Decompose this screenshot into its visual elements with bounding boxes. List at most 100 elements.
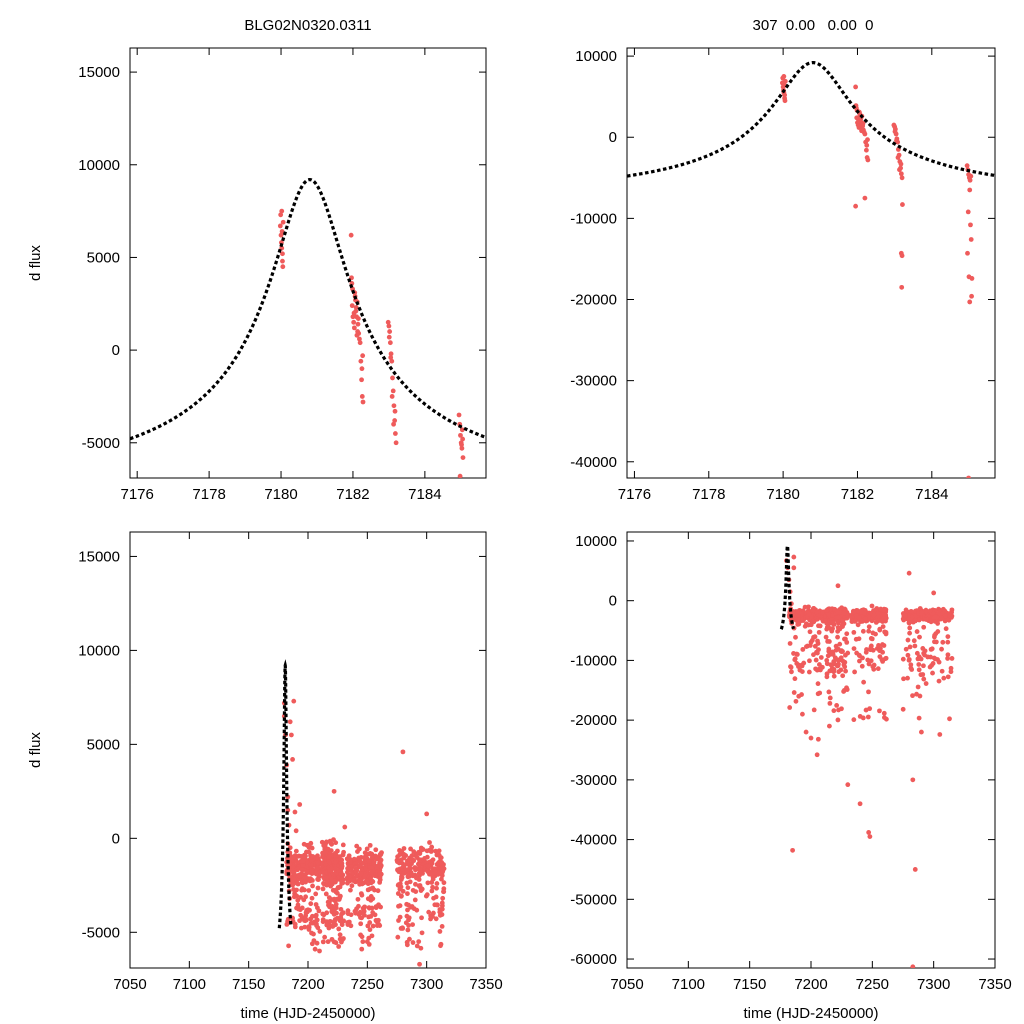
data-point (436, 852, 442, 858)
data-point (374, 864, 380, 870)
data-point (410, 940, 416, 945)
data-point (866, 689, 871, 695)
data-point (816, 666, 822, 672)
data-point (394, 857, 400, 863)
data-point (339, 939, 344, 945)
data-point (357, 881, 363, 887)
data-point (796, 664, 801, 669)
data-point (424, 848, 430, 854)
data-point (851, 646, 857, 652)
data-point (324, 919, 330, 925)
data-point (424, 892, 430, 898)
data-point (945, 674, 951, 680)
data-point (302, 924, 308, 930)
data-point (305, 907, 311, 913)
x-tick-label: 7176 (618, 486, 651, 503)
data-point (967, 177, 973, 183)
data-point (308, 876, 314, 882)
data-point (317, 929, 323, 934)
data-point (404, 942, 410, 948)
data-point (853, 84, 859, 90)
data-point (277, 223, 283, 229)
data-point (356, 903, 361, 909)
data-point (320, 939, 326, 945)
data-point (337, 932, 343, 938)
data-point (837, 641, 843, 647)
data-point (294, 887, 299, 893)
data-point (937, 732, 943, 737)
data-point (862, 616, 868, 622)
data-point (804, 644, 809, 649)
data-point (314, 940, 320, 946)
data-point (807, 629, 813, 635)
data-point (364, 878, 369, 883)
data-point (914, 691, 919, 697)
data-point (413, 853, 419, 859)
data-point (326, 925, 332, 931)
data-point (360, 353, 366, 359)
data-point (918, 656, 924, 662)
data-point (859, 663, 865, 669)
data-point (309, 845, 315, 851)
data-point (358, 915, 363, 920)
data-point (826, 648, 832, 654)
data-point (367, 842, 373, 848)
data-point (831, 673, 837, 679)
data-point (331, 788, 337, 794)
data-point (811, 619, 817, 625)
data-point (840, 658, 846, 664)
data-point (815, 736, 821, 742)
data-point (378, 904, 383, 910)
data-point (807, 658, 812, 664)
data-point (428, 849, 434, 854)
data-point (875, 666, 881, 672)
data-point (338, 860, 344, 866)
data-point (300, 862, 306, 868)
x-tick-label: 7184 (915, 486, 948, 503)
data-point (907, 630, 913, 636)
data-point (799, 663, 805, 669)
data-point (294, 893, 300, 899)
data-point (827, 700, 833, 706)
data-point (357, 340, 363, 346)
data-point (373, 847, 379, 853)
data-point (460, 455, 466, 461)
data-point (337, 893, 343, 899)
data-point (360, 399, 366, 405)
data-point (350, 314, 356, 320)
data-point (377, 923, 383, 928)
data-point (860, 628, 866, 634)
y-tick-label: 10000 (575, 48, 617, 65)
data-point (439, 906, 445, 912)
data-point (459, 445, 465, 451)
data-point (309, 863, 314, 869)
data-point (345, 908, 351, 914)
data-point (362, 912, 367, 918)
data-point (831, 708, 837, 714)
data-point (292, 924, 298, 930)
data-point (825, 638, 831, 644)
data-point (816, 647, 821, 653)
x-tick-label: 7200 (291, 976, 324, 993)
data-point (871, 612, 877, 618)
data-point (355, 321, 361, 327)
data-point (291, 876, 297, 882)
data-point (390, 388, 396, 394)
data-point (945, 652, 951, 658)
data-point (348, 923, 354, 929)
data-point (388, 355, 394, 360)
data-point (856, 615, 862, 621)
data-points (277, 208, 466, 478)
data-point (360, 860, 366, 866)
data-point (310, 913, 315, 919)
data-points (784, 554, 955, 968)
x-tick-label: 7350 (469, 976, 502, 993)
x-axis-label: time (HJD-2450000) (743, 1005, 878, 1022)
data-point (334, 915, 340, 921)
data-point (332, 859, 338, 865)
data-point (782, 78, 788, 84)
data-point (932, 656, 938, 662)
data-point (325, 846, 331, 852)
data-point (840, 673, 846, 679)
data-point (796, 693, 802, 699)
